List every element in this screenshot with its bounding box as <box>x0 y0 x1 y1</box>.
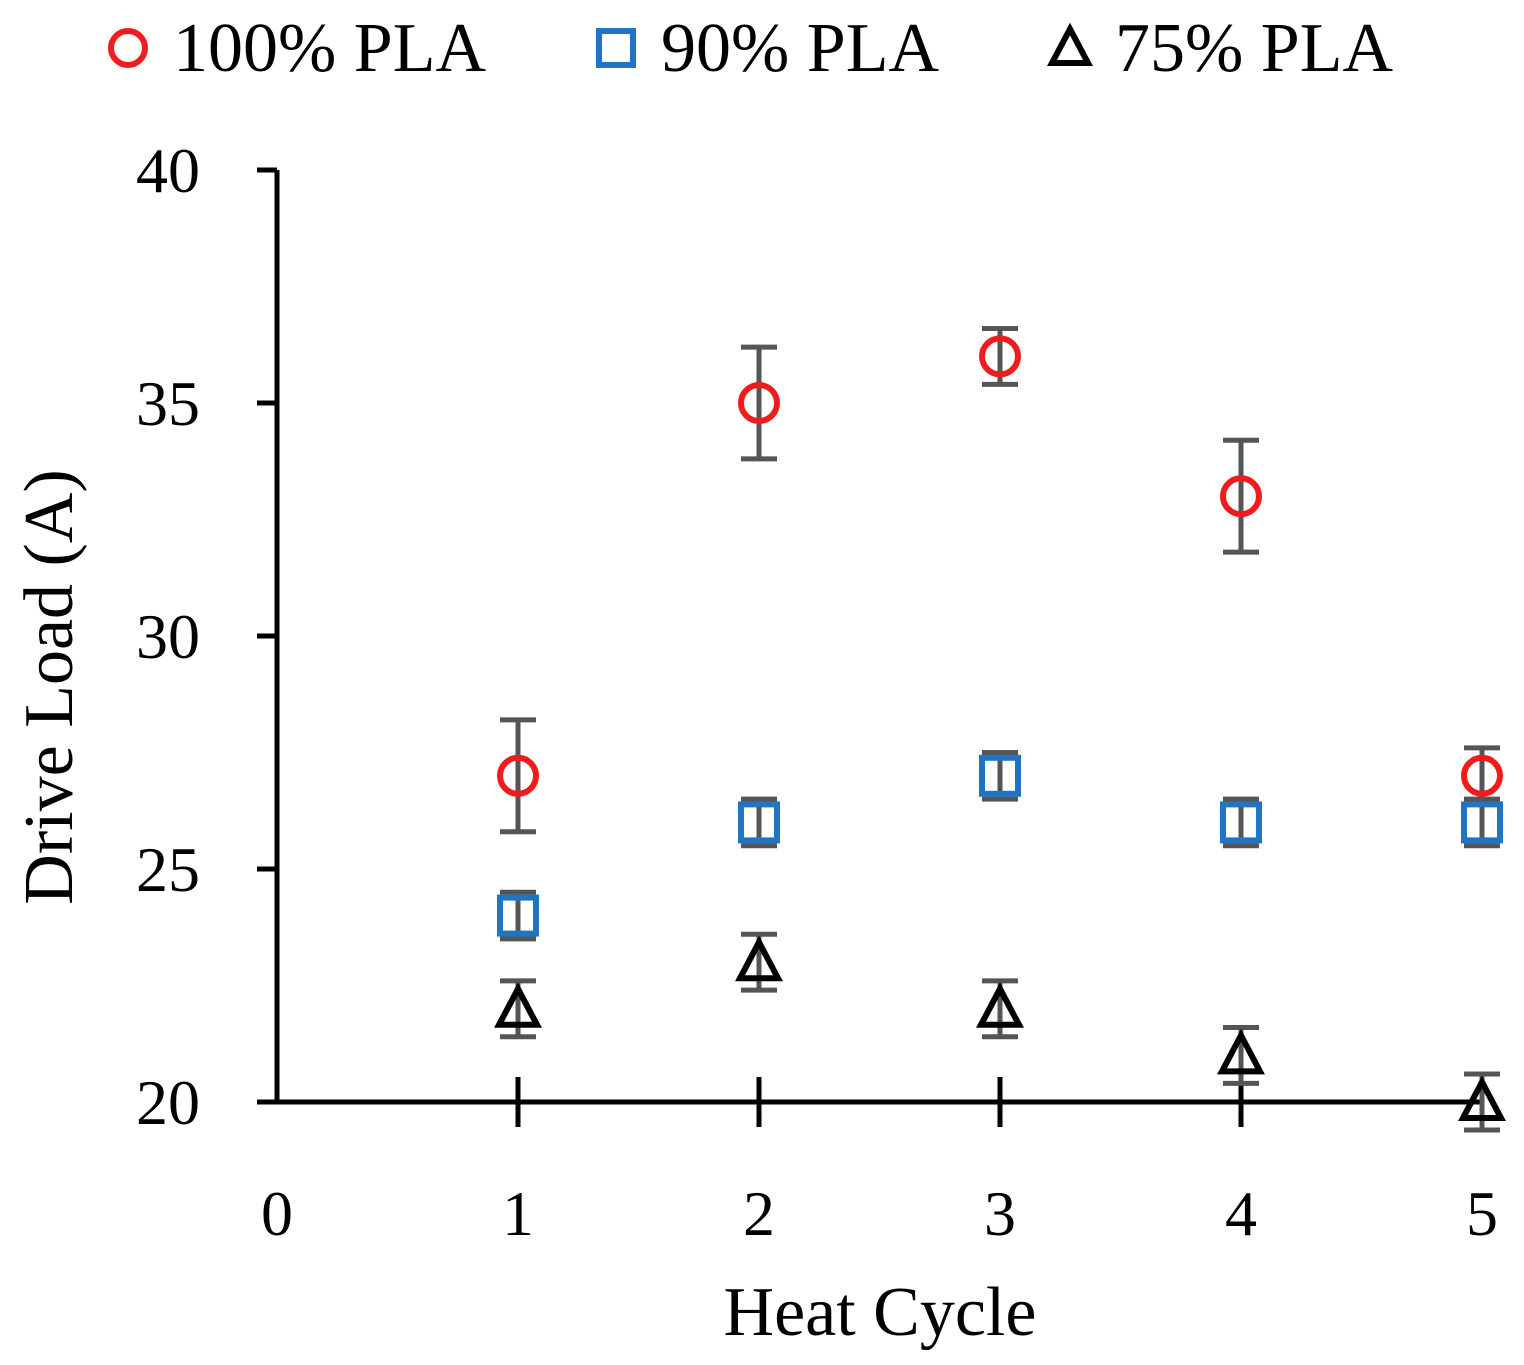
data-point-triangle <box>1458 1075 1506 1121</box>
legend-marker-square <box>596 28 636 68</box>
x-tick-label: 1 <box>502 1178 534 1249</box>
data-point-square <box>497 894 539 937</box>
data-point-square <box>979 754 1021 797</box>
error-bars <box>500 325 1500 1133</box>
legend-item: 100% PLA <box>108 10 487 87</box>
legend-item: 75% PLA <box>1047 10 1394 87</box>
data-point-triangle <box>1217 1028 1265 1075</box>
legend-label: 90% PLA <box>661 10 940 87</box>
error-bar <box>500 717 536 835</box>
data-point-circle <box>1220 475 1262 518</box>
x-axis-title: Heat Cycle <box>724 1274 1037 1351</box>
legend-label: 100% PLA <box>173 10 487 87</box>
y-tick-label: 20 <box>136 1067 200 1138</box>
legend: 100% PLA 90% PLA 75% PLA <box>108 10 1394 87</box>
data-point-circle <box>738 382 780 424</box>
y-tick-label: 40 <box>136 135 200 206</box>
data-point-triangle <box>735 935 783 982</box>
y-tick-label: 25 <box>136 834 200 905</box>
data-point-square <box>1461 801 1503 844</box>
data-point-square <box>1220 801 1262 844</box>
data-point-square <box>738 801 780 844</box>
x-tick-label: 5 <box>1466 1178 1498 1249</box>
x-tick-label: 4 <box>1225 1178 1257 1249</box>
error-bar <box>741 344 777 462</box>
x-tick-label: 2 <box>743 1178 775 1249</box>
legend-marker-triangle <box>1047 22 1093 66</box>
data-point-triangle <box>976 982 1024 1028</box>
y-tick-label: 30 <box>136 601 200 672</box>
data-point-triangle <box>494 982 542 1028</box>
x-tick-label: 3 <box>984 1178 1016 1249</box>
y-axis-title: Drive Load (A) <box>11 469 88 904</box>
data-point-circle <box>497 754 539 797</box>
legend-item: 90% PLA <box>596 10 940 87</box>
error-bar <box>1223 437 1259 555</box>
legend-marker-circle <box>108 28 148 68</box>
y-tick-label: 35 <box>136 368 200 439</box>
data-markers <box>494 335 1506 1121</box>
x-tick-label: 0 <box>261 1178 293 1249</box>
data-point-circle <box>1461 754 1503 797</box>
legend-label: 75% PLA <box>1115 10 1394 87</box>
data-point-circle <box>979 335 1021 378</box>
axes: 20 25 30 35 40 0 1 2 3 4 5 <box>136 135 1498 1249</box>
